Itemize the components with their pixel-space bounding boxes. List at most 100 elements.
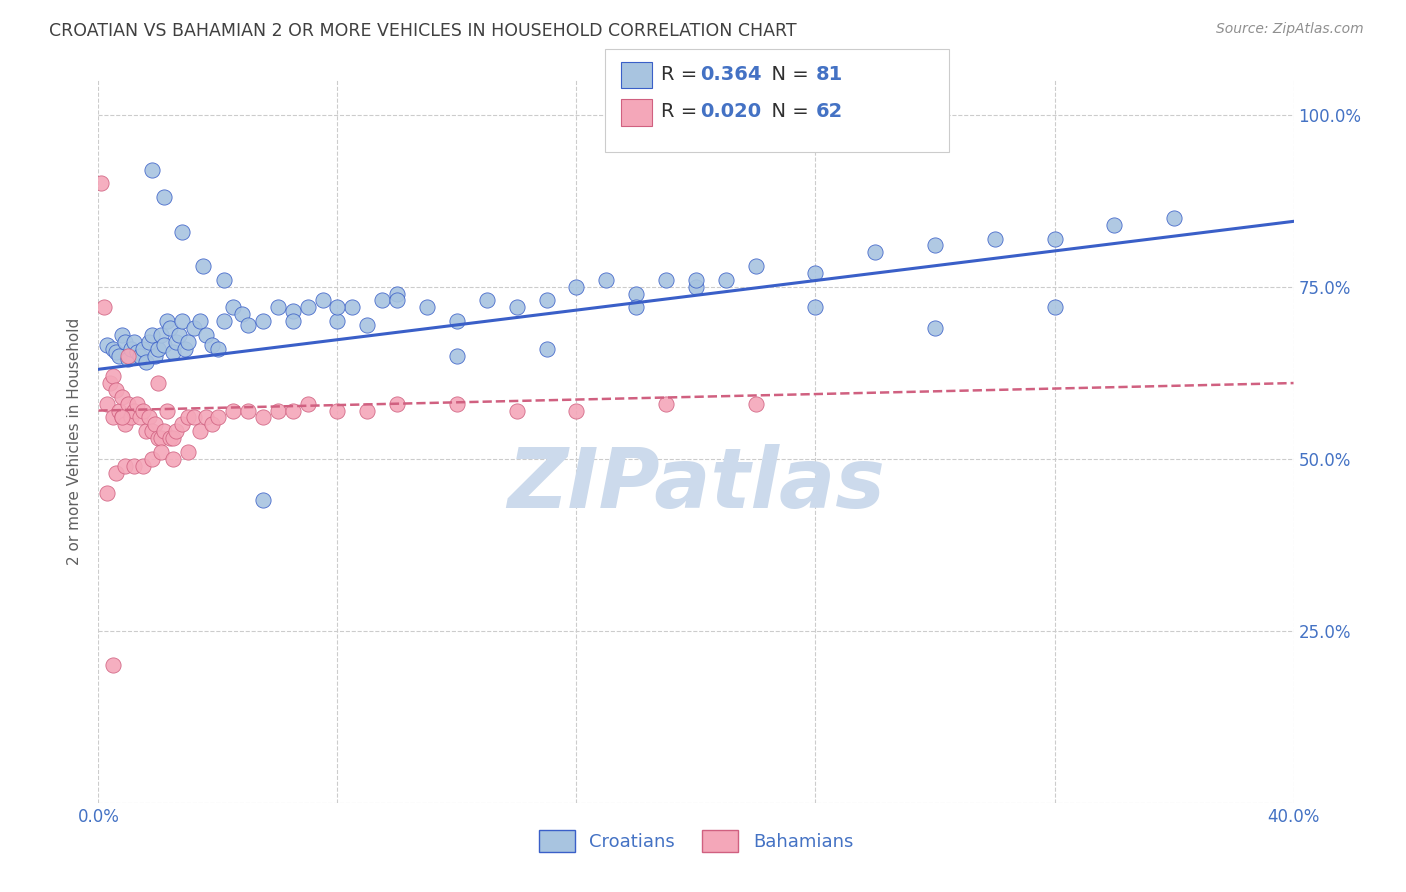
Point: [1043, 301, 1066, 315]
Point: [135, 424, 157, 438]
Point: [138, 334, 160, 349]
Point: [595, 273, 617, 287]
Point: [685, 273, 707, 287]
Point: [127, 345, 149, 359]
Point: [103, 658, 125, 673]
Point: [162, 451, 184, 466]
Point: [153, 424, 176, 438]
Point: [475, 293, 498, 308]
Text: 62: 62: [815, 102, 842, 121]
Point: [148, 342, 170, 356]
Point: [252, 314, 274, 328]
Point: [201, 338, 224, 352]
Point: [984, 231, 1007, 245]
Point: [103, 410, 125, 425]
Point: [252, 410, 274, 425]
Point: [536, 293, 558, 308]
Point: [129, 410, 152, 425]
Point: [212, 314, 235, 328]
Point: [150, 327, 173, 342]
Point: [127, 397, 149, 411]
Point: [148, 431, 170, 445]
Point: [326, 314, 349, 328]
Point: [148, 376, 170, 390]
Point: [108, 349, 131, 363]
Point: [120, 410, 142, 425]
Point: [371, 293, 394, 308]
Point: [138, 410, 160, 425]
Point: [103, 369, 125, 384]
Text: CROATIAN VS BAHAMIAN 2 OR MORE VEHICLES IN HOUSEHOLD CORRELATION CHART: CROATIAN VS BAHAMIAN 2 OR MORE VEHICLES …: [49, 22, 797, 40]
Point: [159, 321, 181, 335]
Point: [129, 349, 152, 363]
Point: [924, 321, 946, 335]
Point: [385, 293, 409, 308]
Point: [222, 403, 245, 417]
Point: [143, 417, 166, 432]
Point: [267, 403, 290, 417]
Point: [195, 410, 218, 425]
Text: N =: N =: [759, 102, 815, 121]
Point: [565, 403, 588, 417]
Point: [252, 493, 274, 508]
Text: 81: 81: [815, 64, 842, 84]
Point: [141, 424, 163, 438]
Point: [188, 314, 211, 328]
Point: [177, 410, 200, 425]
Point: [150, 445, 173, 459]
Point: [207, 410, 229, 425]
Point: [124, 403, 146, 417]
Point: [90, 177, 112, 191]
Point: [326, 403, 349, 417]
Point: [150, 431, 173, 445]
Point: [124, 458, 146, 473]
Point: [111, 390, 134, 404]
Point: [93, 301, 115, 315]
Point: [446, 349, 468, 363]
Point: [506, 403, 529, 417]
Point: [385, 286, 409, 301]
Text: ZIPatlas: ZIPatlas: [508, 444, 884, 525]
Point: [188, 424, 211, 438]
Point: [311, 293, 333, 308]
Point: [124, 334, 146, 349]
Legend: Croatians, Bahamians: Croatians, Bahamians: [531, 822, 860, 859]
Point: [865, 245, 887, 260]
Point: [172, 225, 194, 239]
Point: [342, 301, 364, 315]
Point: [446, 314, 468, 328]
Point: [117, 397, 139, 411]
Point: [96, 397, 118, 411]
Point: [111, 410, 134, 425]
Point: [177, 334, 200, 349]
Point: [135, 355, 157, 369]
Point: [177, 445, 200, 459]
Point: [212, 273, 235, 287]
Point: [103, 342, 125, 356]
Point: [201, 417, 224, 432]
Point: [96, 486, 118, 500]
Point: [536, 342, 558, 356]
Point: [132, 342, 155, 356]
Point: [236, 318, 259, 332]
Point: [172, 314, 194, 328]
Point: [446, 397, 468, 411]
Text: Source: ZipAtlas.com: Source: ZipAtlas.com: [1216, 22, 1364, 37]
Point: [231, 307, 253, 321]
Point: [141, 451, 163, 466]
Point: [162, 431, 184, 445]
Point: [117, 351, 139, 366]
Point: [132, 458, 155, 473]
Point: [297, 301, 319, 315]
Point: [626, 286, 648, 301]
Point: [326, 301, 349, 315]
Point: [924, 238, 946, 252]
Point: [156, 314, 179, 328]
Point: [98, 376, 122, 390]
Point: [714, 273, 737, 287]
Point: [120, 342, 142, 356]
Point: [356, 403, 378, 417]
Text: N =: N =: [759, 64, 815, 84]
Point: [172, 417, 194, 432]
Point: [159, 431, 181, 445]
